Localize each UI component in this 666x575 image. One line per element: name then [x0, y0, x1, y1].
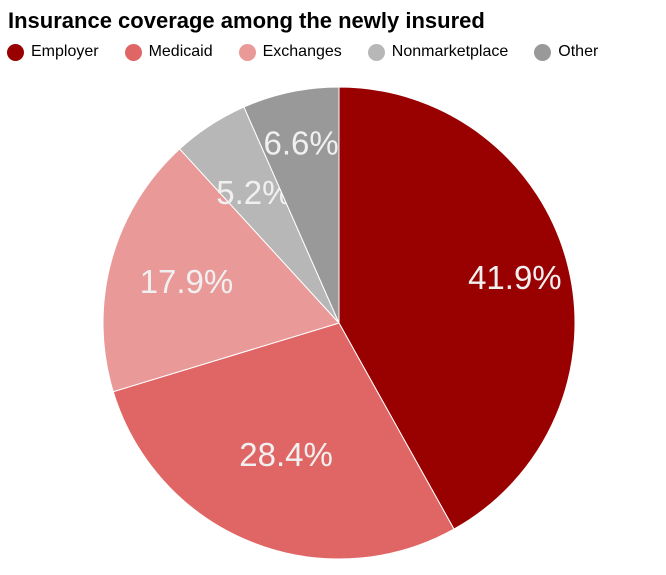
- pie-slice-employer[interactable]: [338, 86, 576, 530]
- slice-label-medicaid: 28.4%: [239, 436, 333, 473]
- pie-slice-exchanges[interactable]: [102, 148, 340, 393]
- slice-label-exchanges: 17.9%: [140, 263, 234, 300]
- legend-item-employer[interactable]: Employer: [7, 43, 99, 61]
- legend-swatch-employer: [7, 43, 24, 61]
- legend-label-exchanges: Exchanges: [262, 43, 342, 60]
- legend-item-other[interactable]: Other: [534, 43, 598, 61]
- legend-swatch-nonmarketplace: [367, 43, 385, 61]
- legend-label-nonmarketplace: Nonmarketplace: [391, 43, 509, 60]
- pie-slice-medicaid[interactable]: [112, 322, 455, 560]
- slice-label-employer: 41.9%: [468, 259, 562, 296]
- legend-swatch-exchanges: [238, 43, 256, 61]
- legend-label-medicaid: Medicaid: [148, 43, 213, 60]
- legend-label-employer: Employer: [31, 43, 99, 60]
- legend: Employer Medicaid Exchanges Nonmarketpla…: [7, 43, 598, 61]
- legend-item-nonmarketplace[interactable]: Nonmarketplace: [367, 43, 509, 61]
- pie-slice-other[interactable]: [243, 86, 340, 324]
- slice-label-other: 6.6%: [263, 124, 338, 161]
- legend-swatch-medicaid: [124, 43, 142, 61]
- chart-title: Insurance coverage among the newly insur…: [8, 8, 485, 33]
- legend-item-exchanges[interactable]: Exchanges: [238, 43, 342, 61]
- legend-swatch-other: [534, 43, 552, 61]
- legend-label-other: Other: [558, 43, 599, 60]
- legend-item-medicaid[interactable]: Medicaid: [124, 43, 213, 61]
